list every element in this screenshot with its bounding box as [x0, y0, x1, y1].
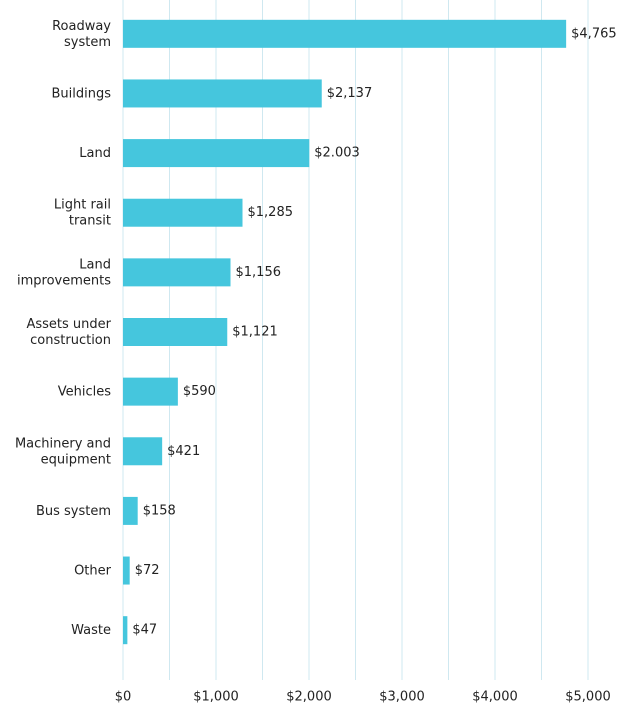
value-label: $4,765: [571, 26, 617, 41]
y-tick-label: Land improvements: [17, 257, 111, 288]
bar: [123, 318, 228, 346]
bar: [123, 377, 178, 406]
value-label: $2,137: [327, 86, 373, 101]
bar: [123, 616, 128, 645]
y-tick-label: Other: [74, 563, 112, 578]
value-label: $72: [135, 563, 160, 578]
value-label: $158: [143, 503, 176, 518]
bar: [123, 19, 567, 48]
x-tick-label: $3,000: [379, 690, 425, 705]
y-tick-label: Assets under construction: [26, 317, 111, 348]
y-tick-label: Vehicles: [58, 384, 111, 399]
bar: [123, 79, 322, 108]
value-label: $47: [132, 623, 157, 638]
value-label: $421: [167, 444, 200, 459]
value-label: $2.003: [314, 146, 360, 161]
y-tick-label: Light rail transit: [54, 197, 111, 228]
y-tick-label: Machinery and equipment: [15, 436, 111, 467]
x-tick-label: $1,000: [193, 690, 239, 705]
y-tick-label: Waste: [71, 623, 111, 638]
y-tick-label: Buildings: [51, 86, 111, 101]
bar: [123, 556, 130, 585]
value-label: $590: [183, 384, 216, 399]
bar: [123, 139, 310, 168]
y-tick-label: Land: [79, 146, 111, 161]
y-tick-label: Roadway system: [52, 18, 111, 49]
x-tick-label: $2,000: [286, 690, 332, 705]
bar: [123, 258, 231, 287]
bar: [123, 437, 163, 466]
x-tick-label: $0: [115, 690, 132, 705]
value-label: $1,156: [236, 265, 282, 280]
value-label: $1,121: [232, 325, 277, 340]
x-tick-label: $4,000: [472, 690, 518, 705]
x-tick-label: $5,000: [565, 690, 611, 705]
bar: [123, 198, 243, 227]
bar: [123, 496, 138, 525]
y-tick-label: Bus system: [36, 503, 111, 518]
value-label: $1,285: [248, 205, 294, 220]
